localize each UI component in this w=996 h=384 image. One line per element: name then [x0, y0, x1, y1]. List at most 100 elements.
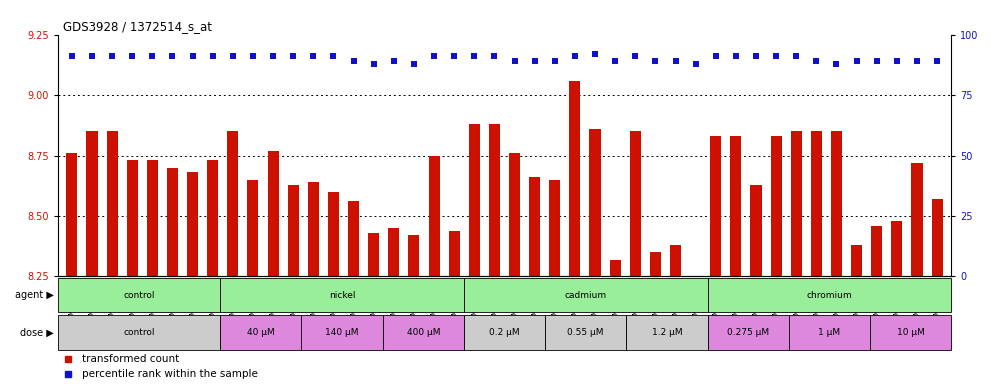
Bar — [408, 235, 419, 276]
Bar — [710, 136, 721, 276]
Point — [105, 53, 121, 60]
Text: 0.275 μM: 0.275 μM — [727, 328, 769, 337]
Point — [687, 61, 703, 67]
Bar — [268, 151, 279, 276]
Bar — [649, 252, 661, 276]
Bar — [227, 131, 238, 276]
Point — [426, 53, 442, 60]
Bar — [629, 131, 640, 276]
Point — [64, 53, 80, 60]
Point — [587, 51, 603, 57]
Bar — [187, 172, 198, 276]
Point — [346, 58, 362, 64]
Bar — [590, 129, 601, 276]
Bar — [870, 315, 951, 350]
Point — [667, 58, 683, 64]
Bar — [529, 177, 540, 276]
Text: cadmium: cadmium — [565, 291, 607, 300]
Bar — [207, 161, 218, 276]
Text: 1.2 μM: 1.2 μM — [651, 328, 682, 337]
Text: control: control — [124, 291, 154, 300]
Bar — [626, 315, 707, 350]
Text: percentile rank within the sample: percentile rank within the sample — [82, 369, 258, 379]
Bar — [428, 156, 439, 276]
Text: chromium: chromium — [807, 291, 853, 300]
Text: 40 μM: 40 μM — [247, 328, 275, 337]
Text: 10 μM: 10 μM — [896, 328, 924, 337]
Point — [366, 61, 381, 67]
Text: GDS3928 / 1372514_s_at: GDS3928 / 1372514_s_at — [63, 20, 212, 33]
Bar — [811, 131, 822, 276]
Point — [547, 58, 563, 64]
Point — [788, 53, 804, 60]
Point — [647, 58, 663, 64]
Point — [567, 53, 583, 60]
Point — [326, 53, 342, 60]
Bar — [87, 131, 98, 276]
Bar — [771, 136, 782, 276]
Point — [888, 58, 904, 64]
Bar — [545, 315, 626, 350]
Point — [306, 53, 322, 60]
Point — [84, 53, 100, 60]
Bar — [891, 221, 902, 276]
Bar — [931, 199, 942, 276]
Bar — [146, 161, 158, 276]
Point — [184, 53, 200, 60]
Text: 0.2 μM: 0.2 μM — [489, 328, 520, 337]
Bar — [750, 185, 762, 276]
Point — [124, 53, 140, 60]
Text: dose ▶: dose ▶ — [21, 328, 54, 338]
Text: nickel: nickel — [329, 291, 356, 300]
Bar — [791, 131, 802, 276]
Bar — [67, 153, 78, 276]
Bar — [348, 202, 360, 276]
Text: 400 μM: 400 μM — [406, 328, 440, 337]
Bar — [382, 315, 464, 350]
Text: 140 μM: 140 μM — [326, 328, 359, 337]
Point — [849, 58, 865, 64]
Point — [768, 53, 784, 60]
Bar — [247, 180, 259, 276]
Point — [608, 58, 623, 64]
Point — [486, 53, 502, 60]
Bar — [126, 161, 137, 276]
Point — [406, 61, 422, 67]
Point — [225, 53, 241, 60]
Bar — [570, 81, 581, 276]
Point — [205, 53, 221, 60]
Bar — [549, 180, 561, 276]
Bar — [469, 124, 480, 276]
Bar — [107, 131, 118, 276]
Point — [809, 58, 825, 64]
Bar — [464, 278, 707, 313]
Point — [245, 53, 261, 60]
Bar — [872, 226, 882, 276]
Bar — [308, 182, 319, 276]
Bar — [670, 245, 681, 276]
Point — [869, 58, 884, 64]
Text: control: control — [124, 328, 154, 337]
Bar — [388, 228, 399, 276]
Point — [446, 53, 462, 60]
Bar — [58, 315, 220, 350]
Bar — [328, 192, 339, 276]
Point — [265, 53, 281, 60]
Point — [385, 58, 401, 64]
Bar — [58, 278, 220, 313]
Bar — [288, 185, 299, 276]
Bar — [707, 278, 951, 313]
Text: agent ▶: agent ▶ — [15, 290, 54, 300]
Point — [164, 53, 180, 60]
Point — [748, 53, 764, 60]
Bar — [167, 168, 178, 276]
Bar — [509, 153, 520, 276]
Bar — [220, 278, 464, 313]
Bar — [302, 315, 382, 350]
Text: 0.55 μM: 0.55 μM — [568, 328, 604, 337]
Point — [507, 58, 523, 64]
Bar — [730, 136, 741, 276]
Bar — [707, 315, 789, 350]
Point — [144, 53, 160, 60]
Text: transformed count: transformed count — [82, 354, 179, 364]
